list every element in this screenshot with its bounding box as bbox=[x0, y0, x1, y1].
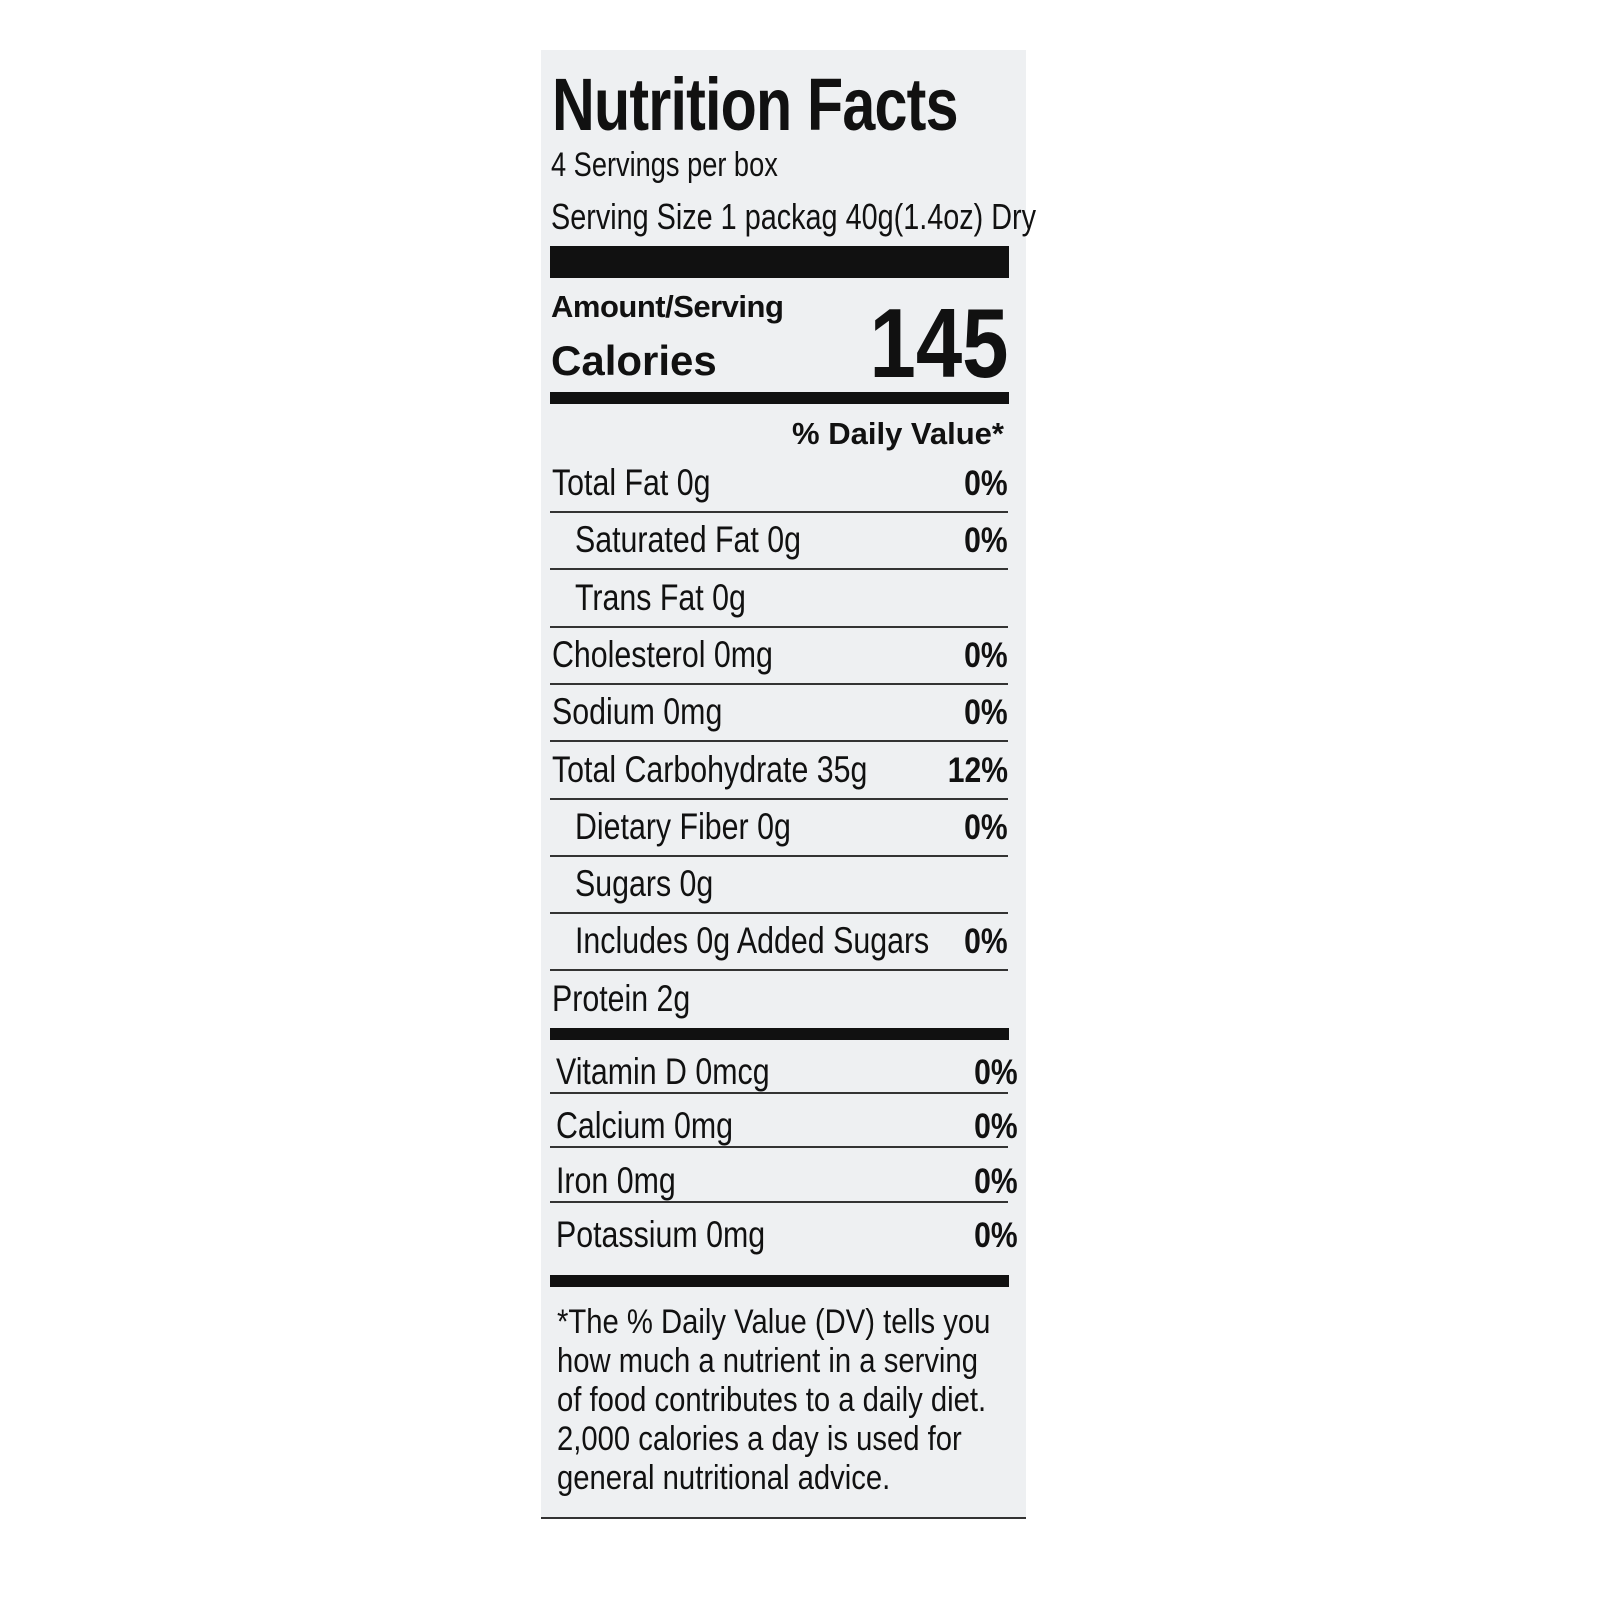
nutrient-label: Includes 0g Added Sugars bbox=[575, 920, 930, 962]
row-divider bbox=[550, 682, 1008, 685]
vitamin-daily-value: 0% bbox=[974, 1107, 1018, 1147]
nutrient-label: Dietary Fiber 0g bbox=[575, 805, 791, 847]
nutrient-label: Total Carbohydrate 35g bbox=[552, 748, 868, 790]
vitamin-label: Iron 0mg bbox=[556, 1159, 676, 1201]
servings-per-container: 4 Servings per box bbox=[551, 146, 778, 184]
row-divider bbox=[550, 625, 1008, 628]
nutrient-daily-value: 12% bbox=[947, 750, 1008, 790]
row-divider bbox=[550, 912, 1008, 915]
row-divider bbox=[550, 740, 1008, 743]
nutrient-label: Total Fat 0g bbox=[552, 462, 711, 503]
footnote-line: 2,000 calories a day is used for bbox=[557, 1420, 962, 1458]
nutrient-label: Cholesterol 0mg bbox=[552, 633, 773, 675]
nutrient-label: Sodium 0mg bbox=[552, 691, 723, 733]
row-divider bbox=[550, 511, 1008, 513]
row-divider bbox=[550, 1200, 1008, 1203]
footnote-line: how much a nutrient in a serving bbox=[557, 1342, 978, 1380]
nutrient-label: Trans Fat 0g bbox=[575, 576, 746, 618]
nutrient-daily-value: 0% bbox=[964, 464, 1008, 503]
calories-value: 145 bbox=[870, 288, 1009, 398]
nutrient-daily-value: 0% bbox=[964, 521, 1008, 561]
calories-label: Calories bbox=[551, 337, 717, 384]
nutrient-label: Saturated Fat 0g bbox=[575, 519, 802, 561]
row-divider bbox=[550, 568, 1008, 571]
footnote-line: *The % Daily Value (DV) tells you bbox=[557, 1303, 991, 1341]
serving-size: Serving Size 1 packag 40g(1.4oz) Dry bbox=[551, 196, 1037, 237]
thick-divider bbox=[550, 392, 1009, 404]
row-divider bbox=[550, 854, 1008, 857]
nutrient-daily-value: 0% bbox=[964, 922, 1008, 962]
nutrient-daily-value: 0% bbox=[964, 807, 1008, 847]
row-divider bbox=[550, 797, 1008, 800]
vitamin-daily-value: 0% bbox=[974, 1215, 1018, 1255]
nutrient-daily-value: 0% bbox=[964, 635, 1008, 675]
nutrition-facts-label: Nutrition Facts 4 Servings per box Servi… bbox=[541, 50, 1036, 1519]
thick-divider bbox=[550, 1028, 1009, 1040]
vitamin-label: Vitamin D 0mcg bbox=[556, 1051, 770, 1092]
footnote-line: of food contributes to a daily diet. bbox=[557, 1381, 987, 1419]
vitamin-daily-value: 0% bbox=[974, 1161, 1018, 1201]
row-divider bbox=[550, 1092, 1008, 1094]
nutrient-daily-value: 0% bbox=[964, 693, 1008, 733]
footnote-line: general nutritional advice. bbox=[557, 1459, 891, 1497]
amount-per-serving-label: Amount/Serving bbox=[551, 289, 784, 324]
vitamin-label: Potassium 0mg bbox=[556, 1213, 766, 1255]
row-divider bbox=[550, 1146, 1008, 1149]
thick-divider bbox=[550, 1275, 1009, 1287]
nutrient-label: Sugars 0g bbox=[575, 863, 714, 905]
nutrient-label: Protein 2g bbox=[552, 977, 691, 1019]
vitamin-label: Calcium 0mg bbox=[556, 1105, 734, 1147]
row-divider bbox=[550, 969, 1008, 972]
daily-value-header: % Daily Value* bbox=[792, 416, 1004, 451]
thick-divider bbox=[550, 246, 1009, 278]
label-title: Nutrition Facts bbox=[552, 63, 959, 146]
vitamin-daily-value: 0% bbox=[974, 1053, 1018, 1092]
